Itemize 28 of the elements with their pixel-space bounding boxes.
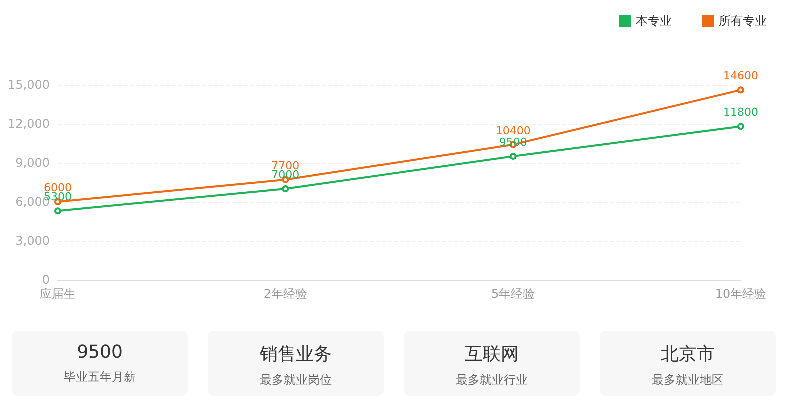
text: 互联网 bbox=[464, 343, 520, 366]
text: 北京市 bbox=[660, 343, 716, 366]
point bbox=[54, 208, 62, 215]
data-label: 10400 bbox=[496, 124, 531, 138]
y-tick-label: 15,000 bbox=[8, 78, 50, 92]
legend-label: 本专业 bbox=[636, 14, 672, 28]
point bbox=[282, 186, 290, 192]
point bbox=[738, 123, 744, 130]
text: 最多就业行业 bbox=[455, 372, 529, 389]
y-tick-label: 0 bbox=[42, 273, 50, 287]
y-tick-label: 12,000 bbox=[8, 117, 50, 131]
text: 最多就业地区 bbox=[651, 372, 725, 389]
data-label: 7000 bbox=[272, 168, 300, 182]
text: 最多就业岗位 bbox=[259, 372, 333, 389]
text: 9500 bbox=[76, 341, 124, 363]
text: 销售业务 bbox=[259, 343, 333, 366]
x-tick-label: 10年经验 bbox=[715, 287, 767, 301]
legend-label: 所有专业 bbox=[719, 14, 767, 28]
x-tick-label: 应届生 bbox=[40, 287, 76, 301]
data-label: 14600 bbox=[724, 70, 758, 83]
point bbox=[738, 86, 744, 94]
point bbox=[510, 153, 517, 160]
y-tick-label: 3,000 bbox=[16, 234, 50, 248]
x-tick-label: 2年经验 bbox=[264, 287, 308, 301]
text: 毕业五年月薪 bbox=[63, 369, 137, 386]
data-label: 11800 bbox=[724, 106, 758, 120]
y-tick-label: 9,000 bbox=[16, 156, 50, 170]
x-tick-label: 5年经验 bbox=[492, 287, 536, 301]
